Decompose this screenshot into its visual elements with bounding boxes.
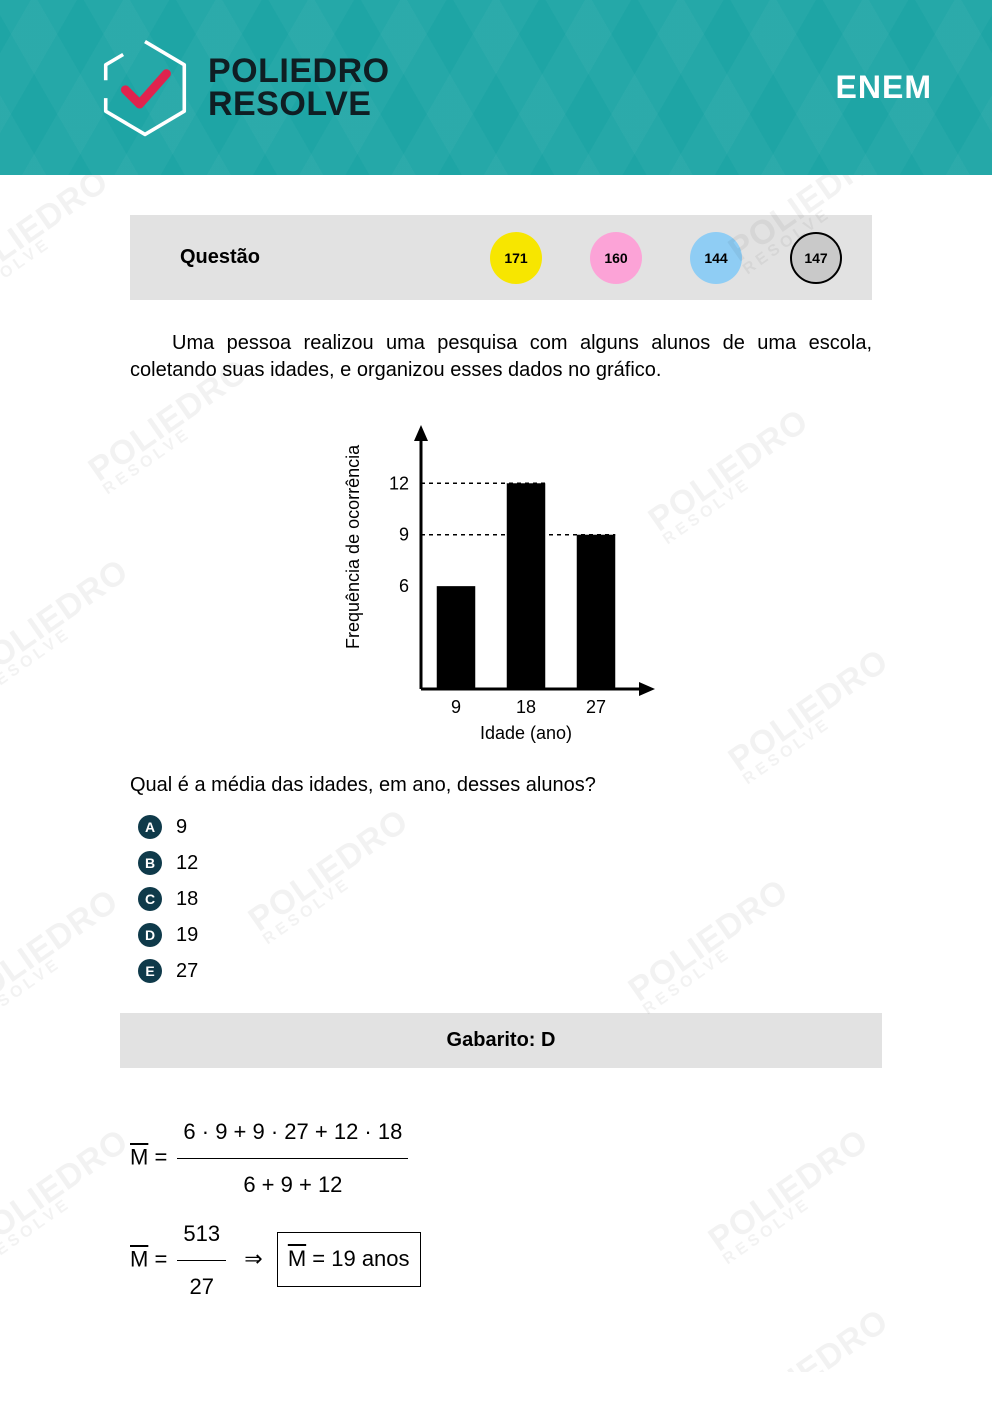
mean-symbol: M — [130, 1145, 148, 1170]
solution-line2: M = 513 27 ⇒ M = 19 anos — [130, 1210, 872, 1312]
option-text: 12 — [176, 852, 198, 875]
header: POLIEDRO RESOLVE ENEM — [0, 0, 992, 175]
brand-line1: POLIEDRO — [208, 55, 390, 87]
option-bullet: B — [138, 851, 162, 875]
numerator: 513 — [177, 1210, 226, 1261]
svg-text:18: 18 — [516, 697, 536, 717]
circle-gray: 147 — [790, 232, 842, 284]
denominator: 6 + 9 + 12 — [177, 1159, 408, 1209]
question-stem: Uma pessoa realizou uma pesquisa com alg… — [130, 330, 872, 384]
option-d[interactable]: D 19 — [138, 923, 872, 947]
option-text: 9 — [176, 816, 187, 839]
svg-text:6: 6 — [399, 576, 409, 596]
solution-line1: M = 6 · 9 + 9 · 27 + 12 · 18 6 + 9 + 12 — [130, 1108, 872, 1210]
bar-chart: Frequência de ocorrência 9 18 27 6 9 12 Idade (… — [311, 409, 691, 749]
options-list: A 9 B 12 C 18 D 19 E 27 — [138, 815, 872, 983]
option-bullet: E — [138, 959, 162, 983]
svg-text:9: 9 — [451, 697, 461, 717]
svg-text:9: 9 — [399, 525, 409, 545]
numerator: 6 · 9 + 9 · 27 + 12 · 18 — [177, 1108, 408, 1159]
option-a[interactable]: A 9 — [138, 815, 872, 839]
svg-text:Idade (ano): Idade (ano) — [480, 723, 572, 743]
denominator: 27 — [177, 1261, 226, 1311]
circle-yellow: 171 — [490, 232, 542, 284]
hexagon-check-icon — [100, 38, 190, 138]
svg-text:27: 27 — [586, 697, 606, 717]
svg-text:12: 12 — [389, 473, 409, 493]
mean-symbol: M — [130, 1246, 148, 1271]
question-bar: Questão 171 160 144 147 — [130, 215, 872, 300]
option-text: 18 — [176, 888, 198, 911]
answer-label: Gabarito: D — [447, 1029, 556, 1051]
circle-blue: 144 — [690, 232, 742, 284]
brand-logo: POLIEDRO RESOLVE — [100, 38, 390, 138]
exam-name: ENEM — [836, 69, 932, 106]
option-c[interactable]: C 18 — [138, 887, 872, 911]
page-content: POLIEDRORESOLVE POLIEDRORESOLVE POLIEDRO… — [0, 175, 992, 1372]
answer-bar: Gabarito: D — [120, 1013, 882, 1068]
option-bullet: A — [138, 815, 162, 839]
stem-text: Uma pessoa realizou uma pesquisa com alg… — [130, 332, 872, 381]
option-text: 19 — [176, 924, 198, 947]
brand-text: POLIEDRO RESOLVE — [208, 55, 390, 120]
question-text: Qual é a média das idades, em ano, desse… — [130, 774, 872, 797]
option-text: 27 — [176, 960, 198, 983]
solution-block: M = 6 · 9 + 9 · 27 + 12 · 18 6 + 9 + 12 … — [130, 1108, 872, 1312]
brand-line2: RESOLVE — [208, 88, 390, 120]
circle-pink: 160 — [590, 232, 642, 284]
option-e[interactable]: E 27 — [138, 959, 872, 983]
fraction: 513 27 — [177, 1210, 226, 1312]
svg-text:Frequência de ocorrência: Frequência de ocorrência — [343, 444, 363, 649]
boxed-result: M = 19 anos — [277, 1232, 421, 1286]
question-number-circles: 171 160 144 147 — [490, 232, 842, 284]
chart-container: Frequência de ocorrência 9 18 27 6 9 12 Idade (… — [130, 409, 872, 749]
option-b[interactable]: B 12 — [138, 851, 872, 875]
option-bullet: D — [138, 923, 162, 947]
question-label: Questão — [180, 246, 260, 269]
implies-icon: ⇒ — [244, 1246, 262, 1271]
fraction: 6 · 9 + 9 · 27 + 12 · 18 6 + 9 + 12 — [177, 1108, 408, 1210]
option-bullet: C — [138, 887, 162, 911]
